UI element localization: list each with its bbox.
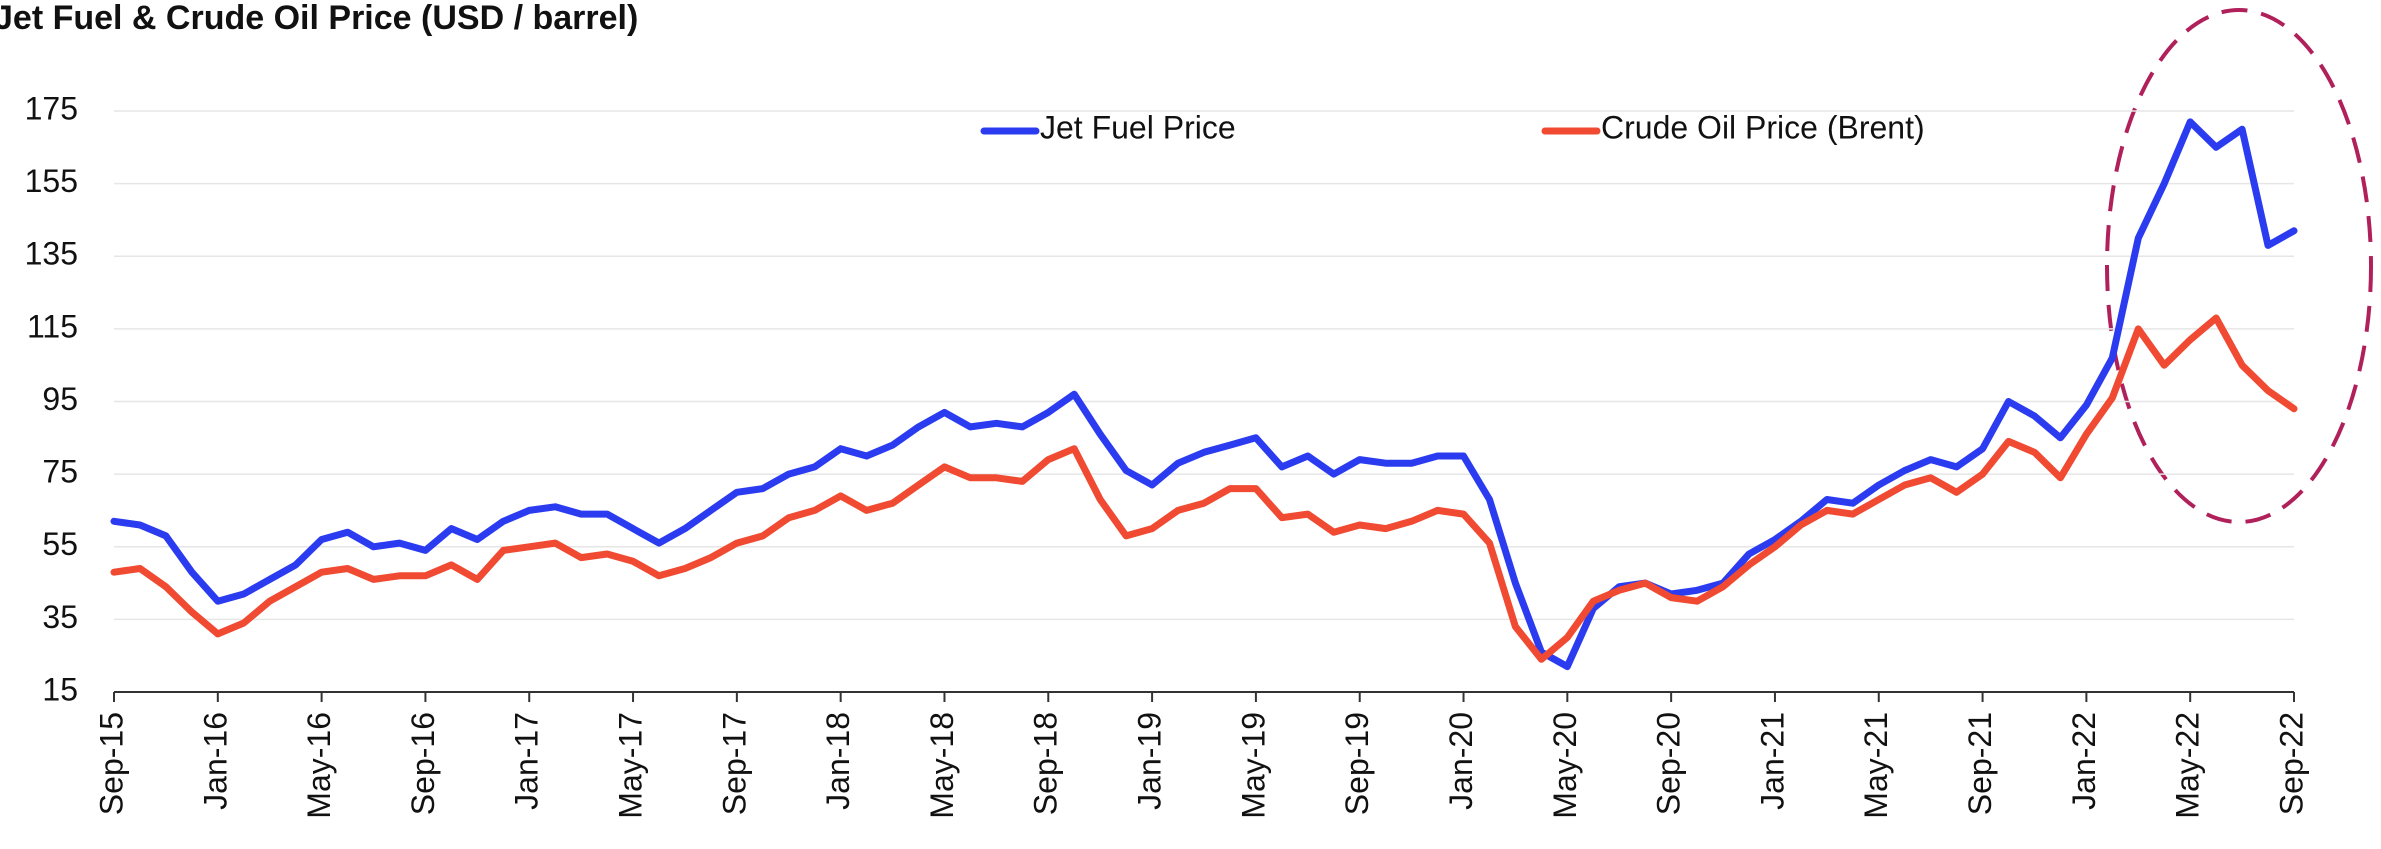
chart-title: Jet Fuel & Crude Oil Price (USD / barrel…	[0, 0, 638, 37]
series-line	[110, 118, 2298, 671]
legend-label: Jet Fuel Price	[1040, 109, 1236, 145]
x-tick-label: Sep-21	[1962, 712, 1998, 815]
x-tick-label: Sep-15	[93, 712, 129, 815]
x-tick-label: Sep-16	[405, 712, 441, 815]
x-tick-label: Sep-19	[1339, 712, 1375, 815]
y-tick-label: 55	[42, 526, 78, 562]
x-tick-label: May-18	[924, 712, 960, 819]
x-tick-label: Jan-22	[2066, 712, 2102, 810]
y-tick-label: 35	[42, 599, 78, 635]
x-tick-label: Jan-17	[509, 712, 545, 810]
x-tick-label: Sep-22	[2273, 712, 2309, 815]
y-tick-label: 115	[27, 308, 78, 344]
x-tick-label: May-16	[301, 712, 337, 819]
x-tick-label: Jan-16	[197, 712, 233, 810]
x-tick-label: Sep-20	[1651, 712, 1687, 815]
x-tick-label: Jan-18	[820, 712, 856, 810]
x-tick-label: May-21	[1858, 712, 1894, 819]
x-tick-label: Jan-21	[1754, 712, 1790, 810]
y-tick-label: 175	[25, 90, 78, 126]
x-tick-label: May-22	[2170, 712, 2206, 819]
y-tick-label: 95	[42, 381, 78, 417]
x-tick-label: Sep-17	[716, 712, 752, 815]
x-tick-label: May-20	[1547, 712, 1583, 819]
y-tick-label: 135	[25, 236, 78, 272]
x-tick-label: Jan-19	[1132, 712, 1168, 810]
x-tick-label: May-17	[613, 712, 649, 819]
legend-label: Crude Oil Price (Brent)	[1601, 109, 1925, 145]
y-tick-label: 15	[42, 671, 78, 707]
y-tick-label: 155	[25, 163, 78, 199]
x-tick-label: Jan-20	[1443, 712, 1479, 810]
highlight-ellipse	[2105, 8, 2373, 524]
series-line	[110, 314, 2298, 663]
y-tick-label: 75	[42, 454, 78, 490]
x-tick-label: May-19	[1235, 712, 1271, 819]
x-tick-label: Sep-18	[1028, 712, 1064, 815]
